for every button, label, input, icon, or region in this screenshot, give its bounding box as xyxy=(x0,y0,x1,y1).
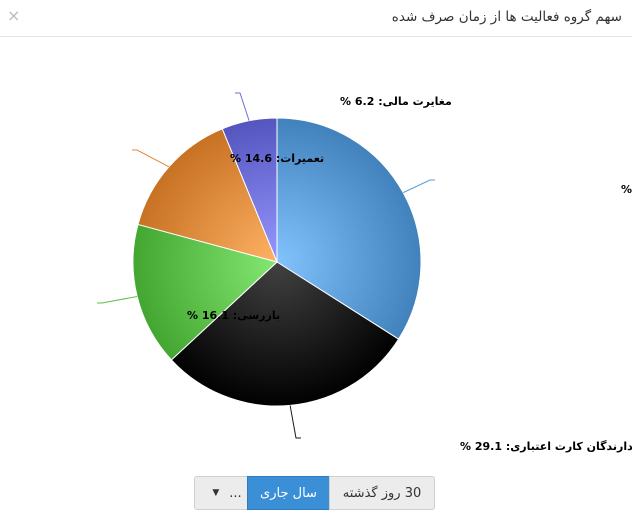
pie-slice[interactable] xyxy=(221,117,278,263)
period-selector: ▼ ... سال جاری 30 روز گذشته xyxy=(194,476,435,510)
slice-label: مغایرت مالی: 6.2 % xyxy=(340,95,452,108)
label-connector xyxy=(289,405,301,439)
pie-slice[interactable] xyxy=(132,223,279,361)
last-30-days-button[interactable]: 30 روز گذشته xyxy=(329,476,435,510)
label-connector xyxy=(402,179,435,194)
pie-slice[interactable] xyxy=(276,117,422,340)
more-periods-dropdown[interactable]: ▼ ... xyxy=(194,476,248,510)
dialog-header: × سهم گروه فعالیت ها از زمان صرف شده xyxy=(0,0,632,37)
caret-down-icon: ▼ xyxy=(212,488,220,498)
chart-title: سهم گروه فعالیت ها از زمان صرف شده xyxy=(391,9,622,25)
label-connector xyxy=(97,296,138,304)
slice-label: پذیرندگان دستگاه کارتخوان: 34.0 % xyxy=(621,183,632,196)
label-connector xyxy=(132,149,170,168)
slice-label: دارندگان کارت اعتباری: 29.1 % xyxy=(460,440,632,453)
pie-chart: پذیرندگان دستگاه کارتخوان: 34.0 % دارندگا… xyxy=(97,92,632,453)
close-icon[interactable]: × xyxy=(7,6,21,25)
slice-label: بازرسی: 16.1 % xyxy=(187,309,280,322)
pie-slice[interactable] xyxy=(170,261,400,407)
label-connector xyxy=(235,92,250,121)
current-year-button[interactable]: سال جاری xyxy=(247,476,330,510)
pie-slice[interactable] xyxy=(137,128,278,263)
slice-label: تعمیرات: 14.6 % xyxy=(230,152,324,165)
more-periods-label: ... xyxy=(229,485,242,501)
